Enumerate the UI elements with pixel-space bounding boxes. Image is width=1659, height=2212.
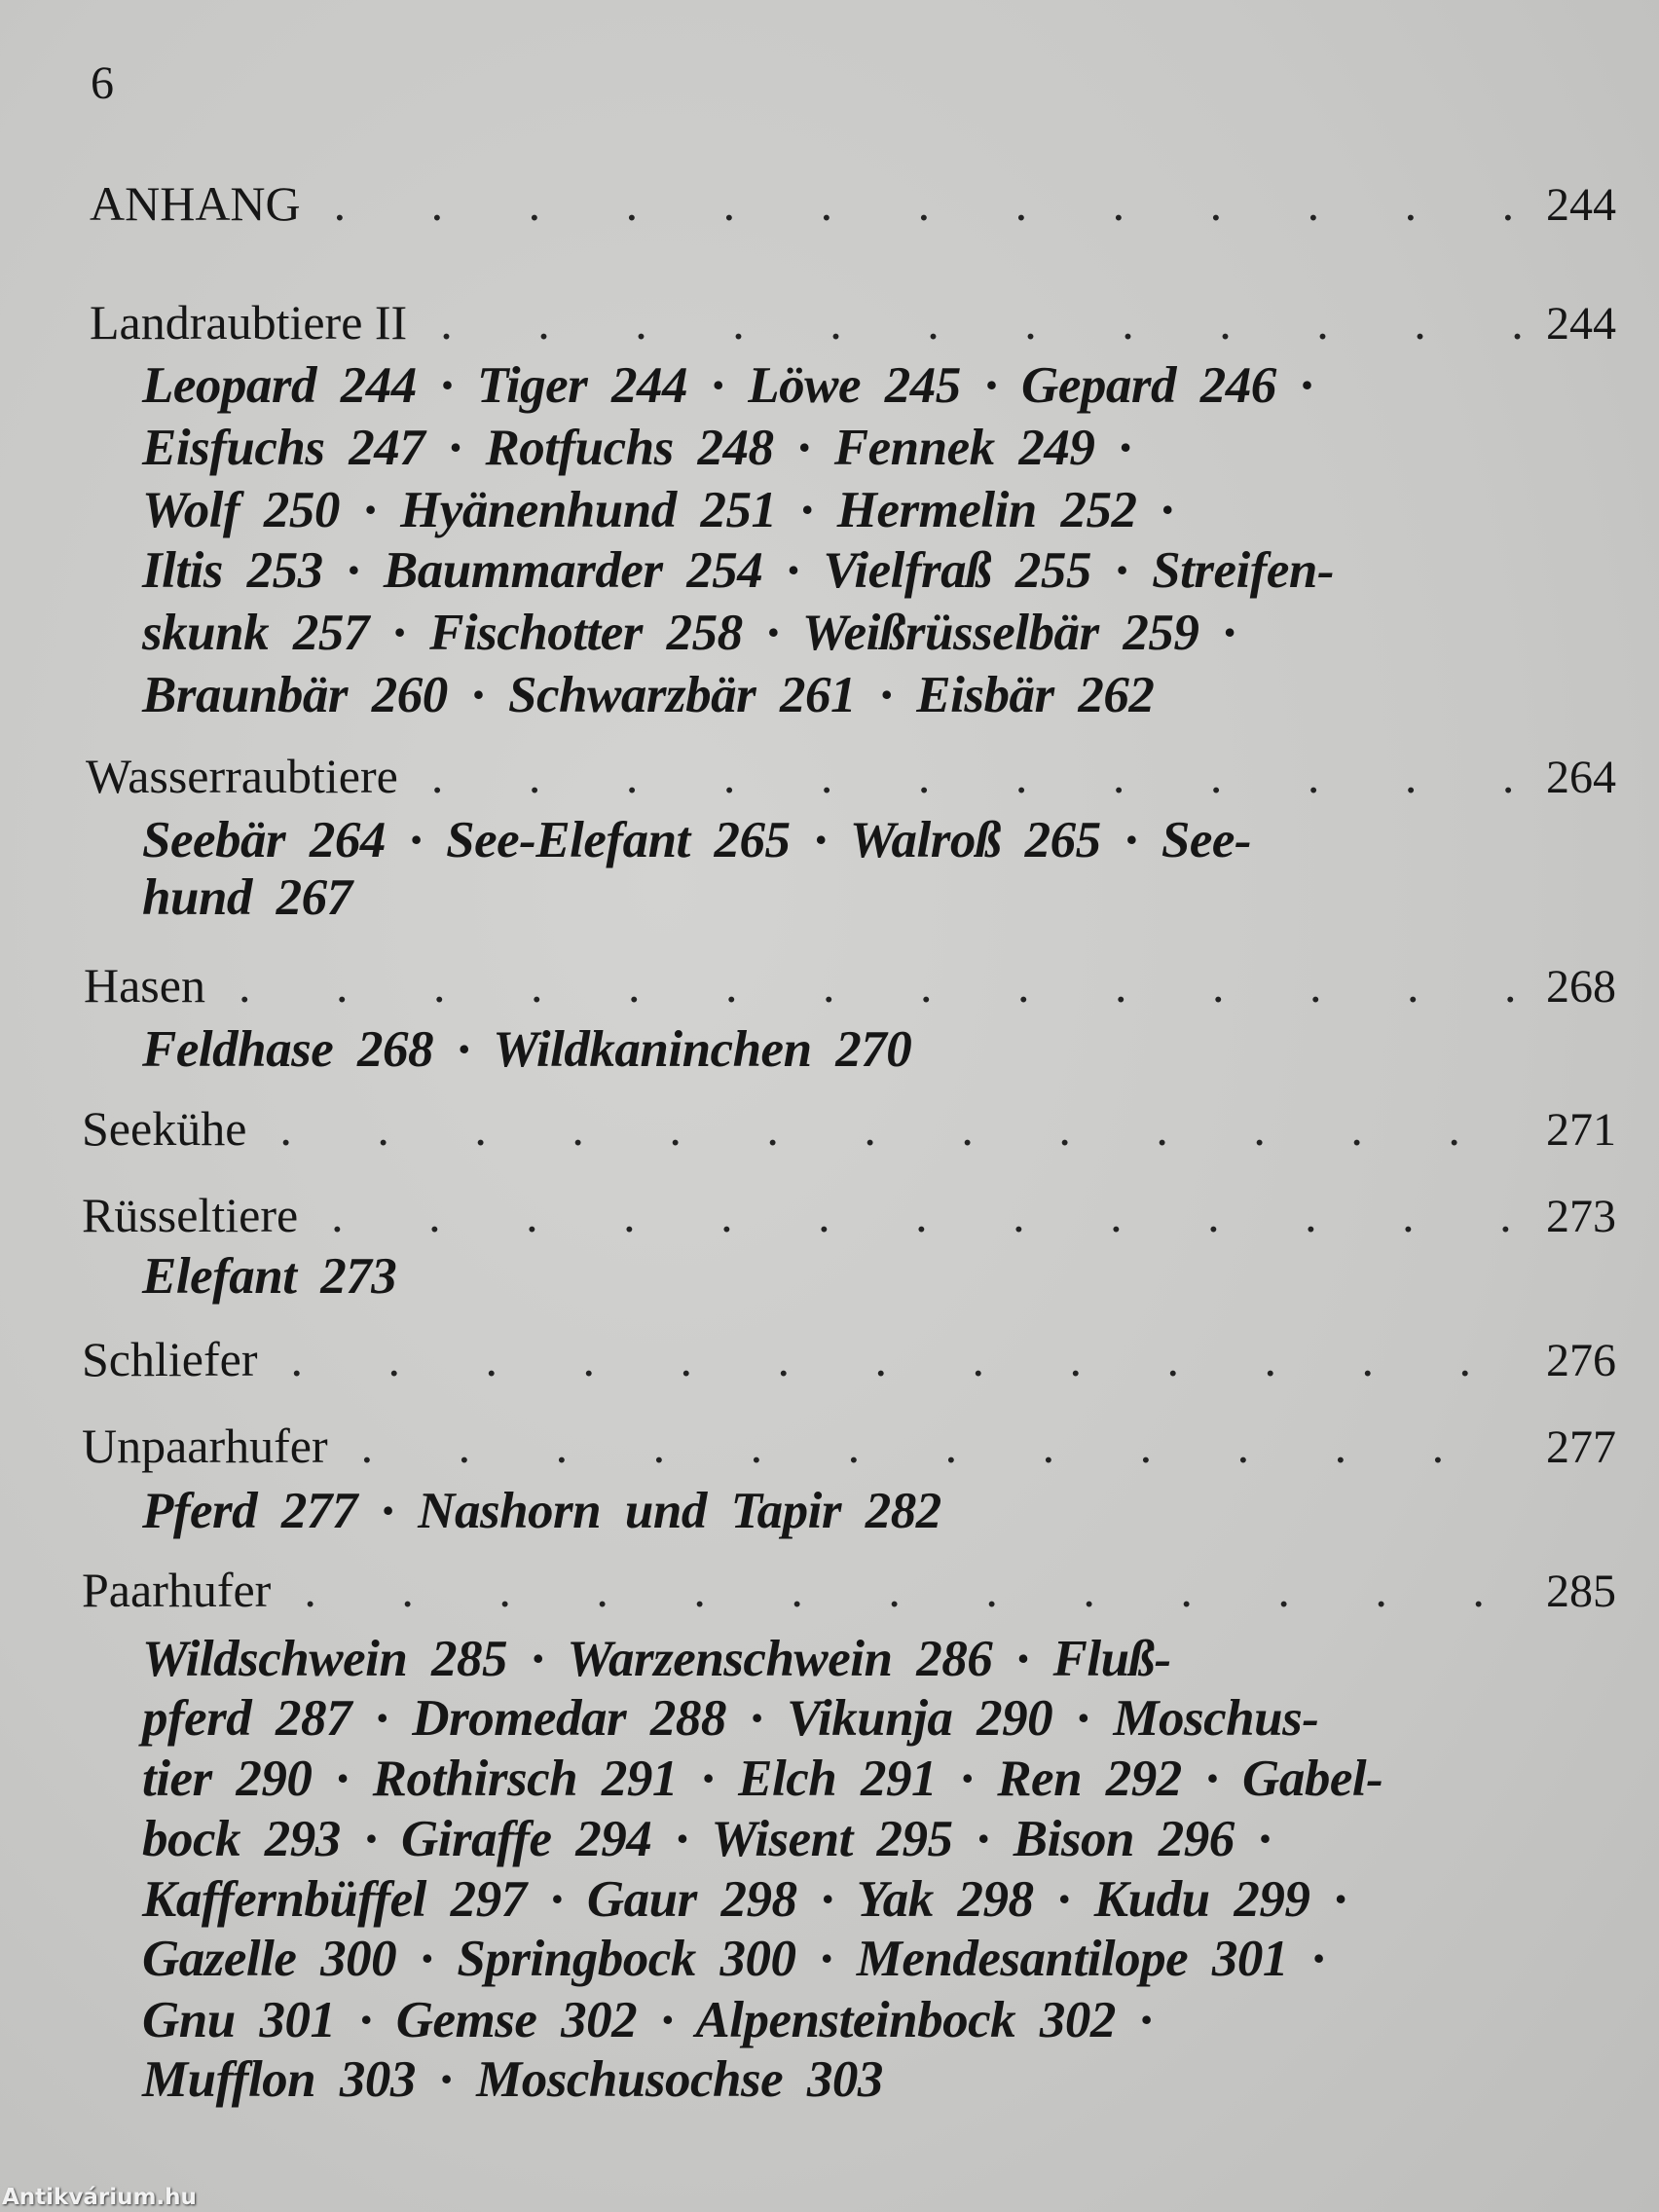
section-title: Hasen	[84, 958, 205, 1013]
toc-heading: Unpaarhufer 277	[82, 1418, 1616, 1474]
dot-leader	[334, 175, 1527, 232]
section-page: 285	[1546, 1566, 1616, 1617]
dot-leader	[440, 294, 1527, 350]
watermark: Antikvárium.hu	[2, 2185, 197, 2210]
toc-entry-line: Wolf 250 · Hyänenhund 251 · Hermelin 252…	[142, 482, 1174, 538]
section-title: Seekühe	[82, 1101, 247, 1156]
toc-entry-line: Iltis 253 · Baummarder 254 · Vielfraß 25…	[142, 542, 1335, 599]
section-page: 277	[1546, 1421, 1616, 1473]
toc-heading: Paarhufer 285	[82, 1562, 1616, 1618]
toc-heading: Schliefer 276	[82, 1331, 1616, 1387]
toc-heading: Seekühe 271	[82, 1100, 1616, 1157]
toc-entry-line: Leopard 244 · Tiger 244 · Löwe 245 · Gep…	[142, 357, 1313, 414]
dot-leader	[304, 1562, 1527, 1618]
toc-entry-line: Eisfuchs 247 · Rotfuchs 248 · Fennek 249…	[142, 420, 1131, 476]
dot-leader	[279, 1100, 1527, 1157]
section-title: Paarhufer	[82, 1563, 272, 1617]
section-title: ANHANG	[90, 176, 301, 231]
toc-entry-line: Elefant 273	[142, 1248, 397, 1305]
toc-heading: Wasserraubtiere 264	[86, 748, 1616, 804]
dot-leader	[361, 1418, 1527, 1474]
toc-entry-line: hund 267	[142, 869, 352, 926]
dot-leader	[239, 957, 1527, 1014]
section-page: 273	[1546, 1191, 1616, 1242]
toc-entry-line: Gazelle 300 · Springbock 300 · Mendesant…	[142, 1931, 1325, 1987]
toc-entry-line: Mufflon 303 · Moschusochse 303	[142, 2051, 883, 2108]
toc-entry-line: pferd 287 · Dromedar 288 · Vikunja 290 ·…	[142, 1690, 1319, 1747]
toc-heading: Landraubtiere II 244	[90, 294, 1616, 350]
toc-entry-line: Wildschwein 285 · Warzenschwein 286 · Fl…	[142, 1631, 1171, 1687]
toc-entry-line: Feldhase 268 · Wildkaninchen 270	[142, 1021, 912, 1078]
page-number: 6	[91, 57, 114, 109]
section-title: Rüsseltiere	[82, 1188, 299, 1242]
toc-entry-line: Kaffernbüffel 297 · Gaur 298 · Yak 298 ·…	[142, 1871, 1346, 1928]
toc-entry-line: Gnu 301 · Gemse 302 · Alpensteinbock 302…	[142, 1992, 1153, 2048]
section-title: Unpaarhufer	[82, 1419, 328, 1473]
section-page: 276	[1546, 1335, 1616, 1386]
toc-heading: Rüsseltiere 273	[82, 1187, 1616, 1243]
toc-heading: Hasen 268	[84, 957, 1616, 1014]
section-page: 271	[1546, 1104, 1616, 1156]
toc-entry-line: Braunbär 260 · Schwarzbär 261 · Eisbär 2…	[142, 667, 1155, 723]
dot-leader	[431, 748, 1527, 804]
section-page: 264	[1546, 752, 1616, 803]
toc-entry-line: tier 290 · Rothirsch 291 · Elch 291 · Re…	[142, 1751, 1383, 1807]
section-title: Landraubtiere II	[90, 295, 408, 350]
section-page: 268	[1546, 961, 1616, 1013]
section-page: 244	[1546, 179, 1616, 231]
section-page: 244	[1546, 298, 1616, 350]
dot-leader	[290, 1331, 1527, 1387]
toc-entry-line: skunk 257 · Fischotter 258 · Weißrüsselb…	[142, 605, 1235, 661]
toc-entry-line: bock 293 · Giraffe 294 · Wisent 295 · Bi…	[142, 1811, 1272, 1867]
toc-heading: ANHANG 244	[90, 175, 1616, 232]
toc-entry-line: Pferd 277 · Nashorn und Tapir 282	[142, 1483, 941, 1539]
toc-entry-line: Seebär 264 · See-Elefant 265 · Walroß 26…	[142, 812, 1252, 868]
dot-leader	[331, 1187, 1527, 1243]
section-title: Wasserraubtiere	[86, 749, 398, 803]
section-title: Schliefer	[82, 1332, 258, 1386]
